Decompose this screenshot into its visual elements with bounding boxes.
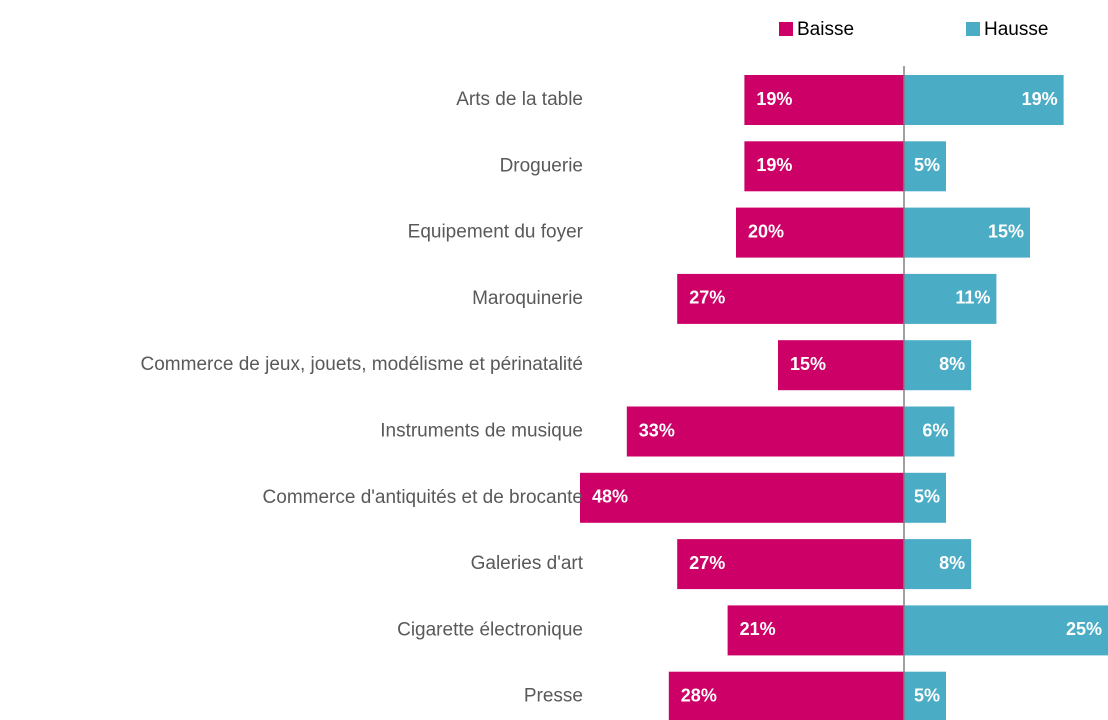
- value-label: 20%: [748, 221, 784, 241]
- bar: [904, 539, 972, 590]
- value-label: 19%: [1022, 89, 1058, 109]
- value-label: 5%: [914, 487, 940, 507]
- bar: [677, 273, 904, 324]
- value-label: 25%: [1066, 619, 1102, 639]
- bar: [904, 671, 946, 720]
- bar: [626, 406, 904, 457]
- value-label: 5%: [914, 155, 940, 175]
- value-label: 33%: [639, 420, 675, 440]
- bar: [727, 605, 904, 656]
- bar: [668, 671, 904, 720]
- legend-label: Hausse: [984, 19, 1048, 40]
- value-label: 19%: [756, 89, 792, 109]
- plot-area: [580, 75, 1108, 720]
- value-label: 48%: [592, 487, 628, 507]
- bar: [778, 340, 904, 391]
- legend-label: Baisse: [797, 19, 854, 40]
- bar: [904, 472, 946, 523]
- category-label: Droguerie: [500, 155, 583, 176]
- value-label: 27%: [689, 553, 725, 573]
- category-label: Presse: [524, 686, 583, 707]
- value-label: 11%: [955, 288, 990, 308]
- value-label: 28%: [681, 685, 717, 705]
- bar: [904, 273, 997, 324]
- category-label: Commerce d'antiquités et de brocante: [263, 487, 583, 508]
- bar: [744, 75, 904, 125]
- bar: [580, 472, 904, 523]
- value-label: 5%: [914, 685, 940, 705]
- bar: [677, 539, 904, 590]
- value-label: 8%: [939, 354, 965, 374]
- bar: [904, 406, 955, 457]
- value-label: 15%: [988, 221, 1024, 241]
- category-label: Maroquinerie: [472, 288, 583, 309]
- bar: [904, 207, 1030, 258]
- category-label: Arts de la table: [456, 89, 583, 110]
- category-label: Equipement du foyer: [408, 222, 584, 243]
- category-label: Cigarette électronique: [397, 619, 583, 640]
- category-label: Galeries d'art: [471, 553, 584, 574]
- category-label: Commerce de jeux, jouets, modélisme et p…: [141, 354, 583, 375]
- bar: [904, 75, 1064, 125]
- legend-swatch: [779, 22, 793, 36]
- bar: [904, 605, 1108, 656]
- value-label: 6%: [922, 420, 948, 440]
- value-label: 8%: [939, 553, 965, 573]
- bar: [744, 141, 904, 192]
- value-label: 19%: [756, 155, 792, 175]
- bar: [904, 141, 946, 192]
- legend-swatch: [966, 22, 980, 36]
- bar: [736, 207, 904, 258]
- value-label: 21%: [740, 619, 776, 639]
- value-label: 15%: [790, 354, 826, 374]
- category-label: Instruments de musique: [380, 421, 583, 442]
- bar: [904, 340, 972, 391]
- value-label: 27%: [689, 288, 725, 308]
